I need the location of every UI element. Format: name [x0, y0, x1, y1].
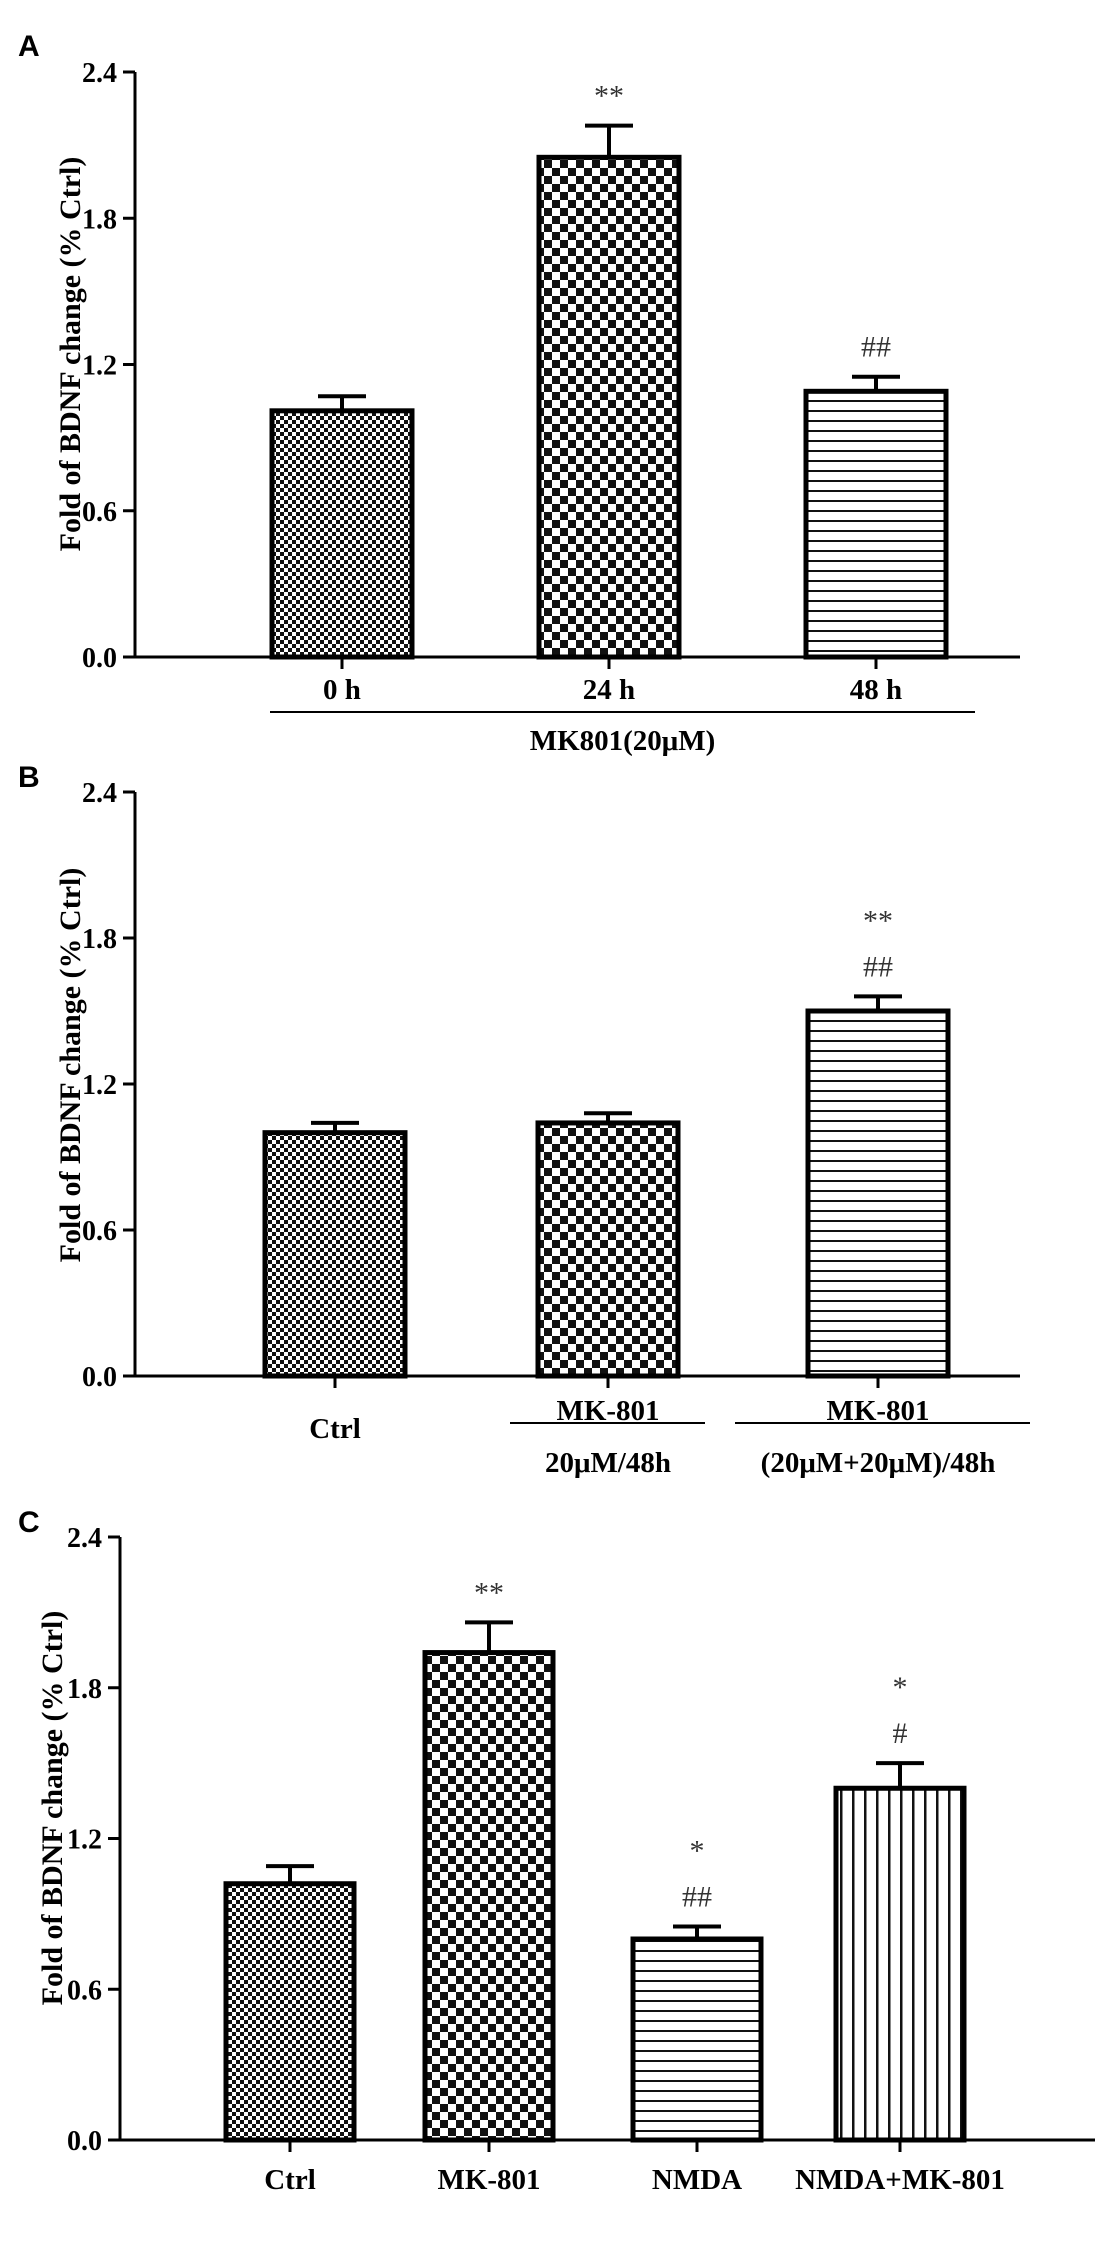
- y-tick-label-a: 1.2: [82, 351, 117, 382]
- y-tick-label-a: 0.0: [82, 643, 117, 674]
- significance-annotation-b: **: [863, 904, 893, 937]
- x-category-label-b: Ctrl: [309, 1413, 361, 1445]
- panel-letter-a: A: [18, 30, 40, 63]
- group-label-a: MK801(20μM): [530, 725, 716, 757]
- x-category-label-c: NMDA+MK-801: [795, 2164, 1005, 2196]
- x-category-label-b: MK-801: [556, 1395, 659, 1427]
- y-tick-label-c: 0.0: [67, 2126, 102, 2157]
- y-tick-label-a: 1.8: [82, 204, 117, 235]
- y-axis-label-c: Fold of BDNF change (% Ctrl): [36, 1611, 69, 2006]
- bar-a-2: [536, 154, 682, 660]
- y-axis-label-b: Fold of BDNF change (% Ctrl): [54, 868, 87, 1263]
- panel-letter-b: B: [18, 761, 40, 794]
- y-tick-label-b: 2.4: [82, 778, 117, 809]
- y-tick-label-a: 0.6: [82, 497, 117, 528]
- bar-c-4: [833, 1785, 967, 2143]
- x-category-label-a: 24 h: [583, 674, 635, 706]
- significance-annotation-c: **: [474, 1576, 504, 1609]
- chart-panel-c: 0.0 0.6 1.2 1.8 2.4 Ctrl ** MK-801 * ## NMDA * # NMDA…: [67, 1523, 1095, 2196]
- y-tick-label-c: 1.8: [67, 1674, 102, 1705]
- x-category-label-a: 0 h: [323, 674, 361, 706]
- bar-b-2: [535, 1120, 681, 1379]
- y-tick-label-a: 2.4: [82, 58, 117, 89]
- x-category-sublabel-b: 20μM/48h: [545, 1447, 671, 1479]
- y-tick-label-b: 1.8: [82, 924, 117, 955]
- y-tick-label-b: 1.2: [82, 1070, 117, 1101]
- bar-c-3: [630, 1936, 764, 2143]
- significance-annotation-b: ##: [863, 950, 893, 983]
- significance-annotation-c: #: [893, 1717, 908, 1750]
- panel-letter-c: C: [18, 1506, 40, 1539]
- significance-annotation-c: *: [893, 1671, 908, 1704]
- bar-b-1: [262, 1130, 408, 1379]
- bar-a-3: [803, 388, 949, 660]
- x-category-label-a: 48 h: [850, 674, 902, 706]
- y-tick-label-b: 0.6: [82, 1216, 117, 1247]
- y-tick-label-c: 0.6: [67, 1975, 102, 2006]
- x-category-label-c: NMDA: [652, 2164, 742, 2196]
- chart-panel-b: 0.0 0.6 1.2 1.8 2.4 Ctrl MK-801 20μM/48h ** ## MK-…: [82, 778, 1030, 1479]
- bar-c-1: [223, 1881, 357, 2143]
- y-tick-label-c: 2.4: [67, 1523, 102, 1554]
- bar-c-2: [422, 1650, 556, 2143]
- x-category-label-b: MK-801: [826, 1395, 929, 1427]
- significance-annotation-a: ##: [861, 331, 891, 364]
- bar-a-1: [269, 408, 415, 660]
- x-category-sublabel-b: (20μM+20μM)/48h: [761, 1447, 996, 1479]
- chart-panel-a: 0.0 0.6 1.2 1.8 2.4 0 h ** 24 h ## 48 h MK801(20μM…: [82, 58, 1020, 757]
- significance-annotation-c: ##: [682, 1880, 712, 1913]
- x-category-label-c: MK-801: [437, 2164, 540, 2196]
- y-axis-label-a: Fold of BDNF change (% Ctrl): [54, 157, 87, 552]
- y-tick-label-b: 0.0: [82, 1362, 117, 1393]
- bar-b-3: [805, 1008, 951, 1379]
- significance-annotation-a: **: [594, 80, 624, 113]
- x-category-label-c: Ctrl: [264, 2164, 316, 2196]
- significance-annotation-c: *: [690, 1834, 705, 1867]
- y-tick-label-c: 1.2: [67, 1825, 102, 1856]
